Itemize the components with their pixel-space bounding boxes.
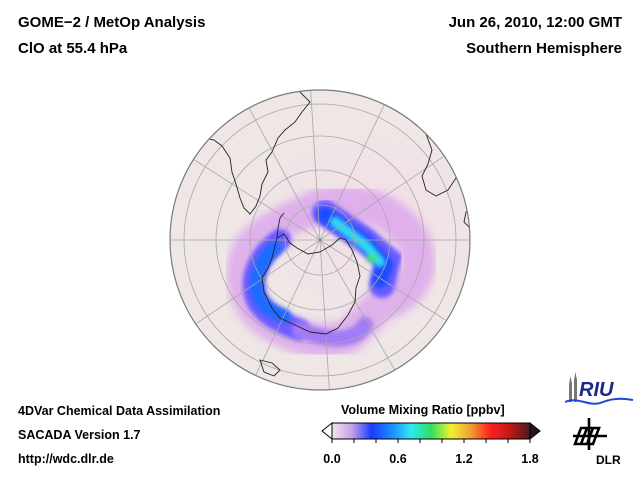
antarctica-coast [261, 233, 361, 335]
cathedral-icon [569, 372, 577, 402]
globe-map [169, 89, 471, 391]
footer-url[interactable]: http://wdc.dlr.de [18, 452, 114, 466]
colorbar-tick-label: 1.8 [521, 452, 539, 466]
riu-logo: RIU [565, 372, 634, 405]
colorbar-under-triangle [321, 421, 333, 441]
river-wave-icon [565, 397, 634, 405]
dlr-logo: DLR [573, 418, 621, 466]
south-pole-marker [318, 238, 322, 242]
title-region: Southern Hemisphere [466, 40, 622, 57]
nz-coast [378, 379, 399, 390]
colorbar-tick-label: 1.2 [455, 452, 473, 466]
madagascar-coast [463, 207, 470, 229]
dlr-emblem-icon [573, 418, 607, 450]
antarctic-peninsula [276, 212, 285, 239]
globe-outline [169, 89, 471, 391]
dlr-logo-text: DLR [596, 453, 621, 466]
graticule [170, 90, 470, 390]
clo-field-core [249, 207, 395, 323]
colorbar-title: Volume Mixing Ratio [ppbv] [341, 403, 505, 417]
colorbar-ticks [331, 439, 531, 443]
footer-version: SACADA Version 1.7 [18, 428, 141, 442]
colorbar-tick-label: 0.0 [323, 452, 341, 466]
colorbar-gradient [331, 422, 531, 440]
title-instrument: GOME−2 / MetOp Analysis [18, 14, 206, 31]
footer-method: 4DVar Chemical Data Assimilation [18, 404, 221, 418]
riu-logo-text: RIU [579, 379, 614, 401]
australia-coast [259, 359, 281, 377]
title-species: ClO at 55.4 hPa [18, 40, 128, 57]
title-date: Jun 26, 2010, 12:00 GMT [448, 14, 622, 31]
colorbar [321, 421, 541, 443]
colorbar-tick-label: 0.6 [389, 452, 407, 466]
colorbar-over-triangle [529, 421, 541, 441]
